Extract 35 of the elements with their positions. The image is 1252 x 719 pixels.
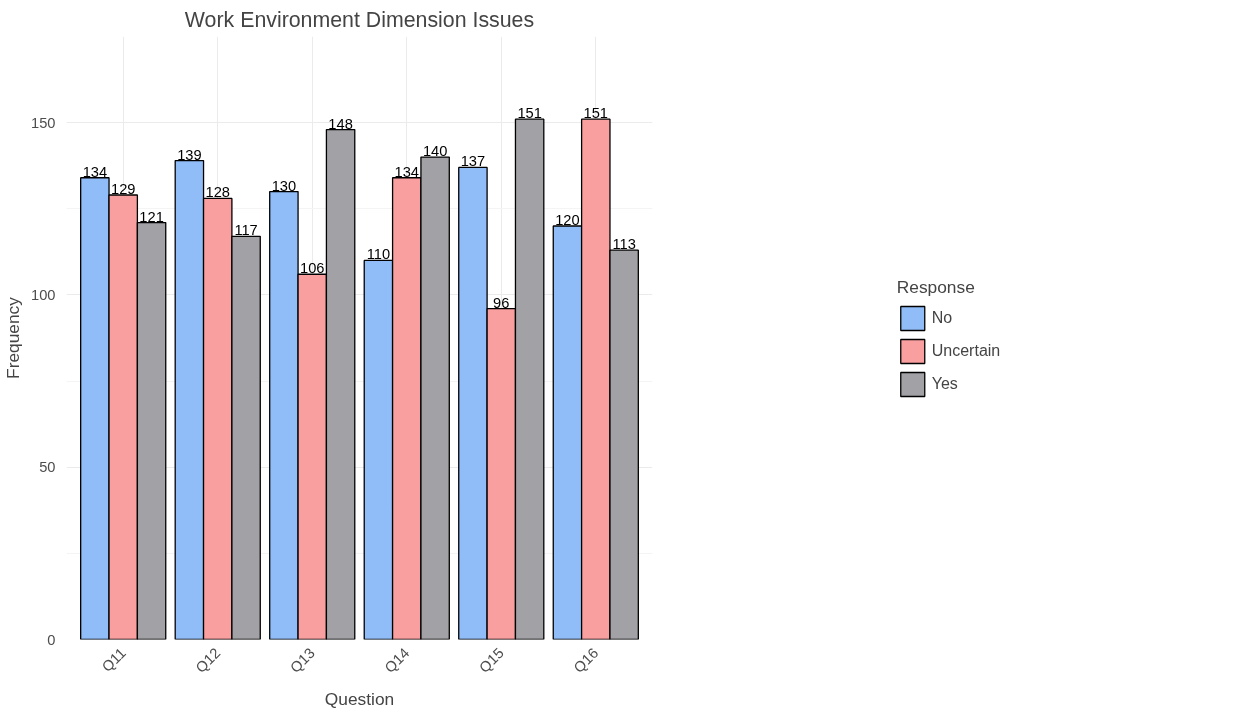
y-tick-label: 0 [47,631,56,648]
data-label: 140 [422,143,448,160]
y-axis-title: Frequency [3,296,24,379]
legend-label: No [931,308,953,327]
x-tick-label: Q16 [570,644,602,676]
data-label: 110 [366,246,391,263]
data-label: 134 [82,163,108,180]
legend-label: Uncertain [931,341,1001,360]
data-label: 148 [328,115,353,132]
legend-label: Yes [931,374,958,393]
x-tick-label: Q12 [192,644,224,676]
y-tick-label: 100 [31,286,56,303]
x-tick-label: Q13 [287,644,318,676]
y-tick-label: 150 [31,114,56,131]
x-tick-label: Q15 [476,644,507,676]
data-label: 130 [271,177,297,194]
chart-title: Work Environment Dimension Issues [184,7,535,32]
y-tick-label: 50 [39,459,56,476]
data-label: 151 [583,105,609,122]
data-label: 117 [234,222,258,239]
data-label: 120 [555,212,580,229]
data-label: 106 [300,260,325,277]
data-label: 128 [205,184,230,201]
legend-title: Response [896,276,976,298]
x-tick-label: Q14 [381,644,413,676]
data-label: 113 [612,236,636,253]
data-label: 151 [517,105,542,122]
data-label: 121 [139,208,164,225]
data-label: 96 [493,294,510,311]
data-label: 134 [394,163,419,180]
x-axis-title: Question [324,689,395,710]
data-label: 129 [110,181,136,197]
x-tick-label: Q11 [98,644,129,675]
data-label: 137 [460,153,486,170]
data-label: 139 [177,146,202,163]
